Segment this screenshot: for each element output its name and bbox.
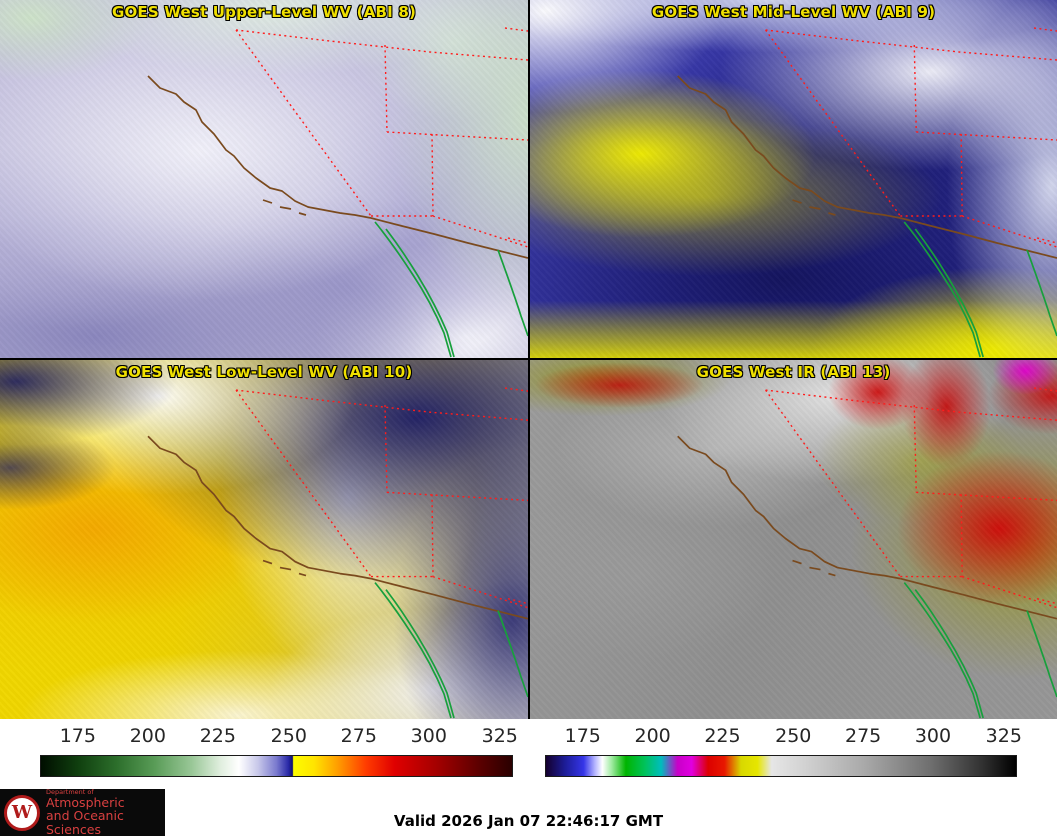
tick-label: 200 [634, 725, 671, 747]
colorbar-ir: 175 200 225 250 275 300 325 [545, 722, 1022, 777]
geography-overlay [147, 387, 528, 719]
tick-label: 200 [129, 725, 166, 747]
colorbar-ir-bar [545, 755, 1017, 777]
tick-label: 275 [844, 725, 882, 747]
geography-overlay [147, 27, 528, 358]
tick-label: 225 [704, 725, 741, 747]
uw-crest-icon: W [4, 794, 40, 831]
tick-label: 175 [564, 725, 601, 747]
geography-overlay [676, 27, 1057, 358]
tick-label: 225 [199, 725, 236, 747]
panel-upper-level-wv: GOES West Upper-Level WV (ABI 8) [0, 0, 528, 358]
tick-label: 325 [481, 725, 518, 747]
tick-label: 175 [59, 725, 96, 747]
department-name: Department of Atmospheric and Oceanic Sc… [46, 787, 165, 836]
valid-timestamp: Valid 2026 Jan 07 22:46:17 GMT [393, 812, 664, 830]
panel-title-abi9: GOES West Mid-Level WV (ABI 9) [651, 3, 936, 21]
tick-label: 300 [914, 725, 952, 747]
geography-overlay [676, 387, 1057, 719]
panel-title-abi13: GOES West IR (ABI 13) [696, 363, 891, 381]
satellite-grid: GOES West Upper-Level WV (ABI 8) GOES We… [0, 0, 1057, 719]
tick-label: 275 [340, 725, 377, 747]
department-of-label: Department of [46, 787, 94, 796]
tick-label: 300 [410, 725, 447, 747]
panel-ir: GOES West IR (ABI 13) [530, 360, 1057, 719]
panel-low-level-wv: GOES West Low-Level WV (ABI 10) [0, 360, 528, 719]
colorbar-wv: 175 200 225 250 275 300 325 [40, 722, 518, 777]
panel-title-abi10: GOES West Low-Level WV (ABI 10) [115, 363, 413, 381]
colorbar-wv-bar [40, 755, 513, 777]
panel-mid-level-wv: GOES West Mid-Level WV (ABI 9) [530, 0, 1057, 358]
panel-title-abi8: GOES West Upper-Level WV (ABI 8) [111, 3, 417, 21]
tick-label: 250 [270, 725, 307, 747]
department-line2: and Oceanic Sciences [46, 808, 124, 836]
tick-label: 325 [985, 725, 1022, 747]
colorbar-ir-ticks: 175 200 225 250 275 300 325 [545, 722, 1022, 750]
uw-aos-logo: W Department of Atmospheric and Oceanic … [0, 787, 165, 836]
tick-label: 250 [775, 725, 812, 747]
uw-crest-letter: W [11, 801, 33, 823]
department-line1: Atmospheric [46, 794, 125, 810]
colorbar-wv-ticks: 175 200 225 250 275 300 325 [40, 722, 518, 750]
colorbar-row: 175 200 225 250 275 300 325 175 200 225 … [0, 722, 1057, 786]
